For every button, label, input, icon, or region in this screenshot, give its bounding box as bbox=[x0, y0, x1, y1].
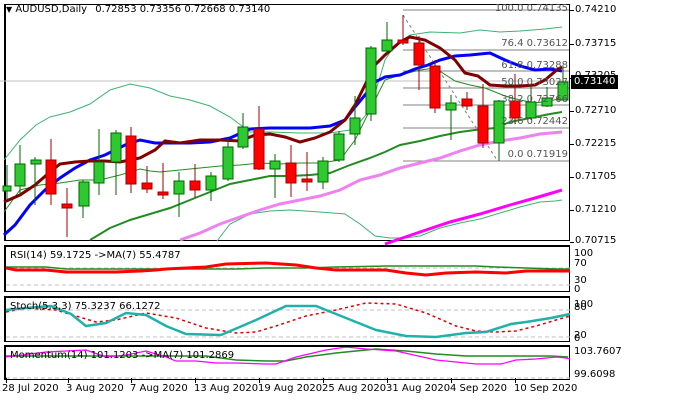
date-label: 13 Aug 2020 bbox=[194, 383, 259, 394]
date-label: 7 Aug 2020 bbox=[130, 383, 188, 394]
fib-level-61: 61.8 0.73288 bbox=[501, 60, 568, 71]
ma-violet bbox=[179, 130, 563, 242]
rsi-level-100: 100 bbox=[574, 248, 594, 259]
collapse-triangle-icon[interactable]: ▼ bbox=[6, 5, 13, 14]
date-label: 25 Aug 2020 bbox=[322, 383, 387, 394]
price-label: 0.72215 bbox=[575, 138, 617, 149]
fib-level-100: 100.0 0.74135 bbox=[494, 3, 568, 14]
rsi-level-70: 70 bbox=[574, 258, 587, 269]
chart-frame bbox=[4, 4, 570, 241]
bollinger-lower bbox=[216, 199, 563, 242]
price-label: 0.71210 bbox=[575, 204, 617, 215]
fib-level-76: 76.4 0.73612 bbox=[501, 38, 568, 49]
momentum-pane[interactable]: Momentum(14) 101.1203 ->MA(7) 101.2869 bbox=[4, 345, 572, 380]
rsi-line bbox=[6, 261, 570, 277]
price-label: 0.71705 bbox=[575, 171, 617, 182]
fib-level-38: 38.2 0.72766 bbox=[501, 94, 568, 105]
price-label: 0.70715 bbox=[575, 235, 617, 246]
fib-level-0: 0.0 0.71919 bbox=[507, 149, 568, 160]
ema-brown bbox=[3, 35, 563, 204]
date-label: 19 Aug 2020 bbox=[258, 383, 323, 394]
rsi-level-30: 30 bbox=[574, 275, 587, 286]
momentum-title: Momentum(14) 101.1203 ->MA(7) 101.2869 bbox=[10, 350, 235, 361]
rsi-level-0: 0 bbox=[574, 284, 581, 295]
ma-green-thick bbox=[89, 111, 563, 241]
momentum-ma-line bbox=[6, 348, 569, 362]
current-price-tag: 0.73140 bbox=[571, 75, 619, 89]
ohlc-values: 0.72853 0.73356 0.72668 0.73140 bbox=[95, 4, 271, 15]
stoch-main-line bbox=[6, 304, 571, 339]
price-label: 0.74210 bbox=[575, 4, 617, 15]
fib-level-23: 23.6 0.72442 bbox=[501, 116, 568, 127]
ema-blue bbox=[2, 51, 563, 237]
ma-green-thin bbox=[3, 67, 563, 213]
momentum-level-mid: 99.6098 bbox=[574, 369, 616, 380]
stoch-level-80: 80 bbox=[574, 302, 587, 313]
stoch-title: Stoch(5,3,3) 75.3237 66.1272 bbox=[10, 301, 161, 312]
stoch-pane[interactable]: Stoch(5,3,3) 75.3237 66.1272 bbox=[4, 296, 572, 342]
date-label: 28 Jul 2020 bbox=[2, 383, 59, 394]
rsi-title: RSI(14) 59.1725 ->MA(7) 55.4787 bbox=[10, 250, 181, 261]
bollinger-upper bbox=[3, 26, 563, 161]
date-label: 4 Sep 2020 bbox=[450, 383, 508, 394]
symbol-label: AUDUSD,Daily bbox=[15, 4, 88, 15]
date-label: 10 Sep 2020 bbox=[514, 383, 578, 394]
momentum-level-top: 103.7607 bbox=[574, 346, 622, 357]
rsi-pane[interactable]: RSI(14) 59.1725 ->MA(7) 55.4787 bbox=[4, 245, 572, 292]
stoch-level-0: 0 bbox=[574, 333, 581, 344]
stoch-level-20: 20 bbox=[574, 330, 587, 341]
fib-level-50: 50.0 0.73027 bbox=[501, 77, 568, 88]
momentum-line bbox=[6, 347, 571, 365]
candles bbox=[2, 15, 569, 237]
date-label: 3 Aug 2020 bbox=[66, 383, 124, 394]
ma-magenta bbox=[384, 188, 563, 246]
chart-header: ▼ AUDUSD,Daily 0.72853 0.73356 0.72668 0… bbox=[6, 4, 270, 15]
price-label: 0.72710 bbox=[575, 105, 617, 116]
date-label: 31 Aug 2020 bbox=[386, 383, 451, 394]
price-label: 0.73715 bbox=[575, 38, 617, 49]
stoch-level-100: 100 bbox=[574, 299, 594, 310]
